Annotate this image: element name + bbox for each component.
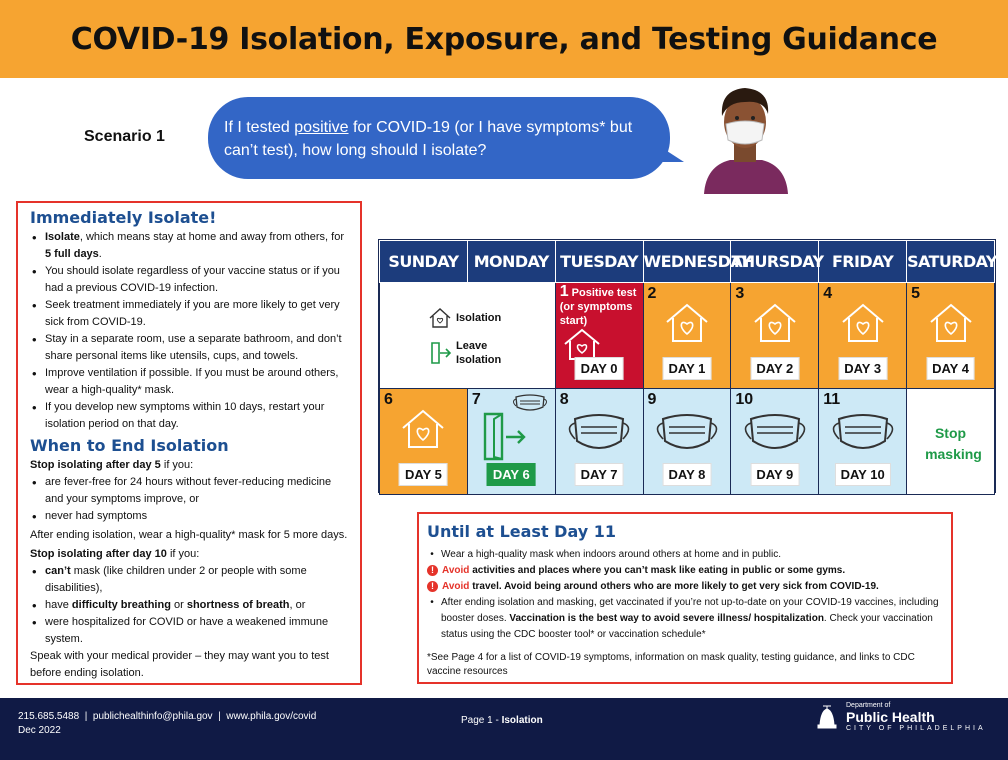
isolation-calendar: SUNDAY MONDAY TUESDAY WEDNESDAY THURSDAY… bbox=[378, 239, 997, 495]
list-item: Improve ventilation if possible. If you … bbox=[30, 365, 352, 399]
weekday-header: THURSDAY bbox=[730, 240, 824, 283]
isolation-guidance-box: Immediately Isolate! Isolate, which mean… bbox=[16, 201, 362, 685]
weekday-header: SUNDAY bbox=[379, 240, 468, 283]
mask-icon bbox=[512, 394, 547, 411]
list-item: If you develop new symptoms within 10 da… bbox=[30, 399, 352, 433]
day-label: DAY 7 bbox=[574, 463, 624, 486]
legend-isolation: Isolation bbox=[428, 307, 516, 329]
day-cell: 4 DAY 3 bbox=[818, 282, 908, 389]
list-item: Isolate, which means stay at home and aw… bbox=[30, 229, 352, 263]
header-banner: COVID-19 Isolation, Exposure, and Testin… bbox=[0, 0, 1008, 78]
day-label: DAY 5 bbox=[398, 463, 448, 486]
day-cell: 6 DAY 5 bbox=[379, 388, 468, 495]
isolate-list: Isolate, which means stay at home and aw… bbox=[30, 229, 352, 433]
day-cell: 11 DAY 10 bbox=[818, 388, 908, 495]
day-label: DAY 10 bbox=[834, 463, 891, 486]
day-label: DAY 3 bbox=[838, 357, 888, 380]
weekday-header: FRIDAY bbox=[818, 240, 908, 283]
day-label: DAY 9 bbox=[750, 463, 800, 486]
weekday-header: SATURDAY bbox=[906, 240, 997, 283]
after-isolation-text: After ending isolation, wear a high-qual… bbox=[30, 529, 348, 541]
day-cell-leave: 7 DAY 6 bbox=[466, 388, 556, 495]
list-item: ! Avoid activities and places where you c… bbox=[427, 563, 943, 579]
day-cell-stop-masking: Stop masking bbox=[906, 388, 995, 495]
day10-conditions: can’t mask (like children under 2 or peo… bbox=[30, 563, 352, 648]
day-label: DAY 4 bbox=[926, 357, 975, 380]
list-item: never had symptoms bbox=[30, 508, 352, 525]
warning-icon: ! bbox=[427, 565, 438, 576]
speech-bubble: If I tested positive for COVID-19 (or I … bbox=[208, 97, 670, 179]
person-with-mask-illustration bbox=[704, 88, 788, 194]
day-cell: 9 DAY 8 bbox=[642, 388, 732, 495]
mask-icon bbox=[744, 414, 806, 449]
house-icon bbox=[564, 328, 600, 360]
list-item: can’t mask (like children under 2 or peo… bbox=[30, 563, 352, 597]
door-exit-icon bbox=[483, 412, 526, 461]
public-health-logo: Department of Public Health CITY OF PHIL… bbox=[814, 702, 986, 732]
house-icon bbox=[754, 303, 796, 342]
house-icon bbox=[929, 303, 972, 342]
weekday-header: TUESDAY bbox=[554, 240, 644, 283]
date: Dec 2022 bbox=[18, 725, 61, 736]
page-indicator: Page 1 - Isolation bbox=[461, 715, 543, 726]
day-cell: 8 DAY 7 bbox=[554, 388, 644, 495]
calendar-legend: Isolation Leave Isolation bbox=[379, 282, 556, 389]
footer: 215.685.5488 | publichealthinfo@phila.go… bbox=[0, 698, 1008, 760]
stop-day5-text: Stop isolating after day 5 if you: bbox=[30, 459, 194, 471]
list-item: • After ending isolation and masking, get… bbox=[430, 597, 939, 640]
list-item: Seek treatment immediately if you are mo… bbox=[30, 297, 352, 331]
day-cell: 3 DAY 2 bbox=[730, 282, 820, 389]
day5-conditions: are fever-free for 24 hours without feve… bbox=[30, 474, 352, 525]
end-isolation-heading: When to End Isolation bbox=[30, 436, 229, 455]
house-icon bbox=[402, 409, 445, 448]
list-item: • Wear a high-quality mask when indoors a… bbox=[430, 549, 782, 560]
day-cell: 10 DAY 9 bbox=[730, 388, 820, 495]
list-item: You should isolate regardless of your va… bbox=[30, 263, 352, 297]
list-item: were hospitalized for COVID or have a we… bbox=[30, 614, 352, 648]
stop-masking-text: Stop masking bbox=[925, 425, 982, 462]
until-heading: Until at Least Day 11 bbox=[427, 522, 617, 541]
stop-day10-text: Stop isolating after day 10 if you: bbox=[30, 548, 200, 560]
question-text-end: for COVID-19 (or I have symptoms* but ca… bbox=[224, 119, 633, 159]
list-item: Stay in a separate room, use a separate … bbox=[30, 331, 352, 365]
weekday-header: WEDNESDAY bbox=[642, 240, 752, 283]
house-icon bbox=[666, 303, 708, 342]
list-item: ! Avoid travel. Avoid being around others… bbox=[427, 579, 943, 595]
question-underlined: positive bbox=[294, 119, 349, 136]
day-cell: 5 DAY 4 bbox=[906, 282, 995, 389]
warning-icon: ! bbox=[427, 581, 438, 592]
list-item: have difficulty breathing or shortness o… bbox=[30, 597, 352, 614]
day-label: DAY 8 bbox=[662, 463, 712, 486]
isolate-heading: Immediately Isolate! bbox=[30, 208, 217, 227]
day-label: DAY 1 bbox=[662, 357, 712, 380]
liberty-bell-icon bbox=[817, 705, 837, 729]
day-cell: 2 DAY 1 bbox=[642, 282, 732, 389]
question-text: If I tested bbox=[224, 119, 295, 136]
door-exit-icon bbox=[431, 342, 452, 364]
until-day-11-box: Until at Least Day 11 • Wear a high-quali… bbox=[417, 512, 953, 684]
page-title: COVID-19 Isolation, Exposure, and Testin… bbox=[70, 21, 938, 57]
speak-provider-text: Speak with your medical provider – they … bbox=[30, 650, 329, 679]
weekday-header: MONDAY bbox=[466, 240, 556, 283]
house-icon bbox=[429, 308, 451, 328]
house-icon bbox=[841, 303, 884, 342]
mask-icon bbox=[656, 414, 718, 449]
day-label: DAY 2 bbox=[750, 357, 800, 380]
mask-icon bbox=[568, 414, 630, 449]
contact-line: 215.685.5488 | publichealthinfo@phila.go… bbox=[18, 711, 317, 722]
calendar-week-2: 6 DAY 5 7 DAY 6 8 DAY 7 9 DAY 8 10 DAY 9… bbox=[379, 388, 995, 495]
legend-leave: Leave Isolation bbox=[428, 339, 516, 367]
day-label: DAY 6 bbox=[486, 463, 536, 486]
calendar-week-1: Isolation Leave Isolation 1 Positive tes… bbox=[379, 282, 995, 389]
mask-icon bbox=[832, 414, 893, 449]
weekday-header-row: SUNDAY MONDAY TUESDAY WEDNESDAY THURSDAY… bbox=[379, 240, 997, 283]
footnote: *See Page 4 for a list of COVID-19 sympt… bbox=[427, 652, 915, 677]
list-item: are fever-free for 24 hours without feve… bbox=[30, 474, 352, 508]
day-cell-positive: 1 Positive test (or symptoms start) DAY … bbox=[554, 282, 644, 389]
scenario-label: Scenario 1 bbox=[84, 128, 165, 145]
day-label: DAY 0 bbox=[574, 357, 624, 380]
